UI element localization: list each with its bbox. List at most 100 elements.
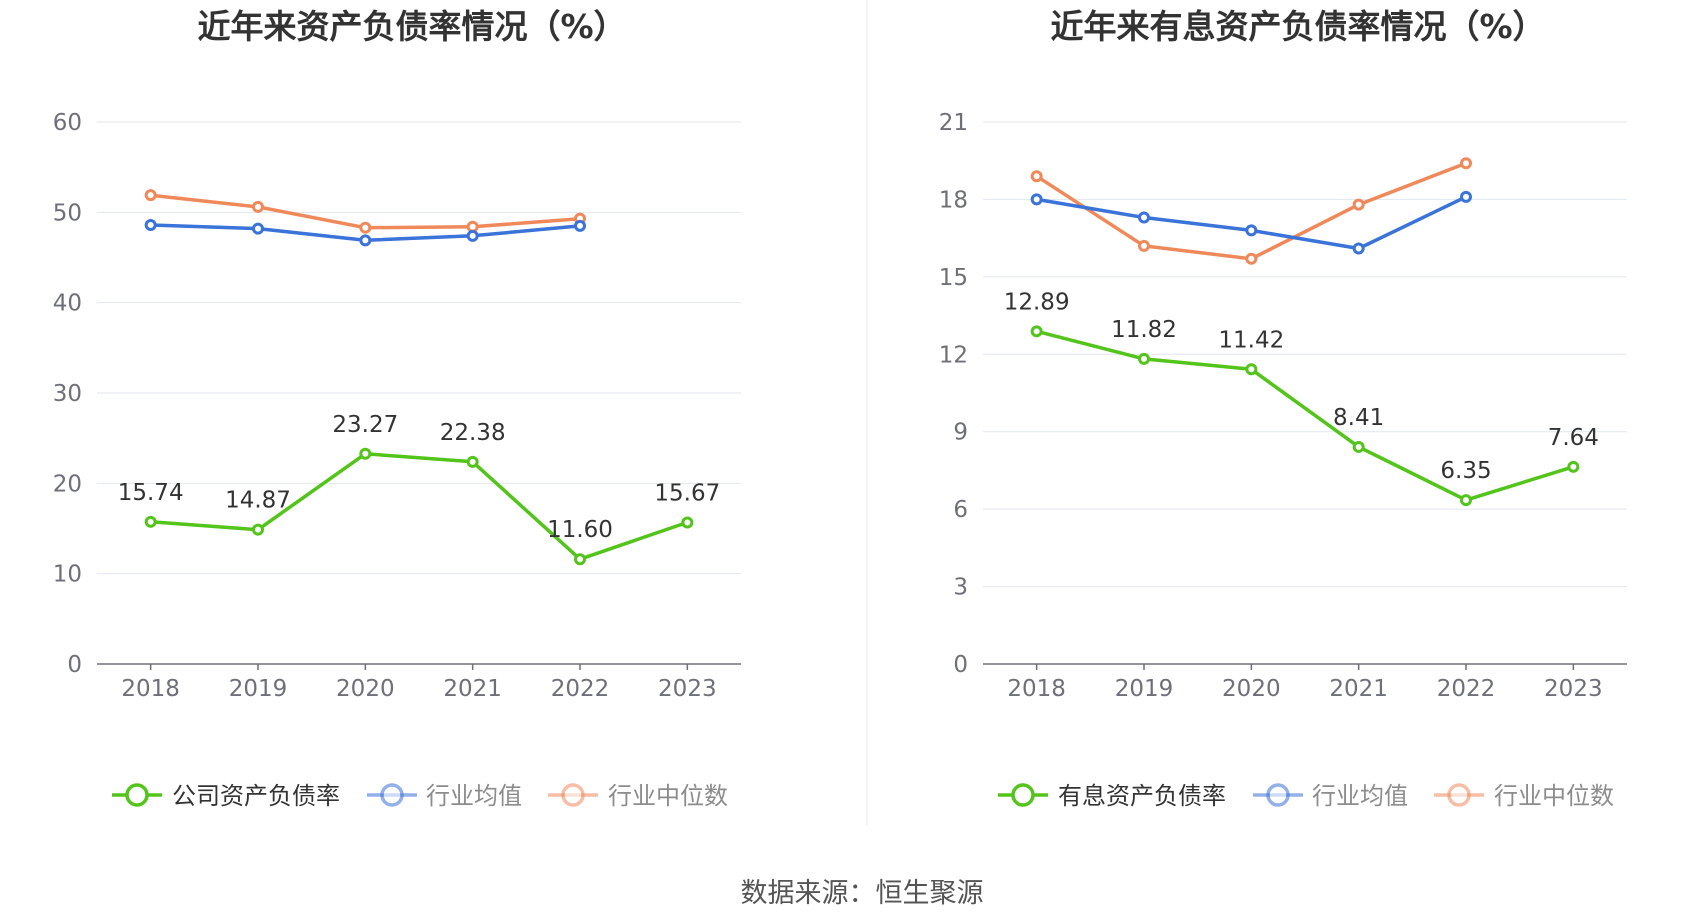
data-point xyxy=(1460,494,1472,507)
data-label: 15.67 xyxy=(654,480,720,506)
chart-title: 近年来资产负债率情况（%） xyxy=(197,7,626,46)
y-tick-label: 12 xyxy=(939,342,968,368)
x-tick-label: 2021 xyxy=(443,676,502,702)
legend-marker xyxy=(1447,783,1471,807)
x-tick-label: 2022 xyxy=(551,676,610,702)
series-3 xyxy=(1030,157,1472,265)
data-point xyxy=(1567,460,1580,473)
y-tick-label: 18 xyxy=(939,187,968,213)
x-tick-label: 2023 xyxy=(658,676,717,702)
series-line xyxy=(148,452,690,561)
data-point xyxy=(1030,193,1043,206)
data-point xyxy=(252,222,264,235)
data-point xyxy=(574,219,586,232)
data-point xyxy=(466,455,479,468)
y-tick-label: 15 xyxy=(939,265,968,291)
data-label: 23.27 xyxy=(332,412,398,438)
data-point xyxy=(574,553,586,566)
data-point xyxy=(1030,170,1043,183)
data-point xyxy=(359,447,372,460)
series-line xyxy=(1034,195,1468,251)
chart-title: 近年来有息资产负债率情况（%） xyxy=(1050,7,1545,46)
series-2 xyxy=(1030,190,1472,255)
data-label: 11.82 xyxy=(1111,317,1177,343)
data-label: 11.42 xyxy=(1218,327,1284,353)
data-point xyxy=(1138,352,1150,365)
data-source: 数据来源：恒生聚源 xyxy=(741,878,984,909)
legend-marker xyxy=(125,783,149,807)
chart-panel-2: 近年来有息资产负债率情况（%） 0 3 6 9 12 15 18 21 2018 2019 2020 2… xyxy=(939,7,1627,810)
y-tick-label: 0 xyxy=(953,652,968,678)
series-1: 12.89 11.82 11.42 8.41 6.35 7.64 xyxy=(1004,289,1599,507)
legend-item-2: 行业均值 xyxy=(367,782,522,810)
data-point xyxy=(1352,242,1365,255)
data-point xyxy=(681,516,694,529)
y-tick-label: 30 xyxy=(53,381,82,407)
y-tick-label: 50 xyxy=(53,200,82,226)
series-1: 15.74 14.87 23.27 22.38 11.60 15.67 xyxy=(118,412,720,566)
data-label: 8.41 xyxy=(1333,405,1384,431)
y-tick-label: 0 xyxy=(67,652,82,678)
x-tick-label: 2020 xyxy=(336,676,395,702)
data-point xyxy=(1245,363,1258,376)
y-tick-label: 10 xyxy=(53,562,82,588)
y-tick-label: 6 xyxy=(953,497,968,523)
data-point xyxy=(1352,440,1365,453)
data-point xyxy=(466,229,479,242)
y-tick-label: 9 xyxy=(953,420,968,446)
legend-item-2: 行业均值 xyxy=(1253,782,1408,810)
legend-item-1: 公司资产负债率 xyxy=(112,782,340,810)
data-point xyxy=(1138,211,1150,224)
data-label: 15.74 xyxy=(118,480,184,506)
data-point xyxy=(1460,157,1472,170)
x-tick-label: 2023 xyxy=(1544,676,1603,702)
x-tick-label: 2018 xyxy=(121,676,180,702)
data-label: 12.89 xyxy=(1004,289,1070,315)
legend-label: 行业均值 xyxy=(426,782,522,810)
legend-label: 行业中位数 xyxy=(1494,782,1614,810)
x-tick-label: 2022 xyxy=(1437,676,1496,702)
legend-label: 公司资产负债率 xyxy=(172,782,340,810)
y-tick-label: 40 xyxy=(53,291,82,317)
data-point xyxy=(1030,325,1043,338)
x-tick-label: 2019 xyxy=(1115,676,1174,702)
legend-item-3: 行业中位数 xyxy=(1434,782,1614,810)
x-tick-label: 2021 xyxy=(1329,676,1388,702)
data-point xyxy=(144,218,157,231)
data-point xyxy=(1460,190,1472,203)
x-tick-label: 2018 xyxy=(1007,676,1066,702)
data-point xyxy=(252,200,264,213)
data-label: 7.64 xyxy=(1548,425,1599,451)
data-point xyxy=(144,189,157,202)
data-label: 11.60 xyxy=(547,517,613,543)
chart-panel-1: 近年来资产负债率情况（%） 0 10 20 30 40 50 60 2018 2019 2020 20… xyxy=(53,7,741,810)
data-point xyxy=(1138,239,1150,252)
y-tick-label: 60 xyxy=(53,110,82,136)
data-point xyxy=(144,515,157,528)
data-point xyxy=(359,221,372,234)
legend-label: 行业中位数 xyxy=(608,782,728,810)
y-tick-label: 3 xyxy=(953,575,968,601)
legend-label: 行业均值 xyxy=(1312,782,1408,810)
data-label: 14.87 xyxy=(225,488,291,514)
data-label: 6.35 xyxy=(1440,458,1491,484)
legend-marker xyxy=(1011,783,1035,807)
x-tick-label: 2019 xyxy=(229,676,288,702)
series-line xyxy=(1034,329,1576,502)
series-2 xyxy=(144,218,586,247)
legend-marker xyxy=(561,783,585,807)
series-3 xyxy=(144,189,586,234)
x-tick-label: 2020 xyxy=(1222,676,1281,702)
legend-label: 有息资产负债率 xyxy=(1058,782,1226,810)
data-label: 22.38 xyxy=(440,420,506,446)
legend-item-1: 有息资产负债率 xyxy=(998,782,1226,810)
data-point xyxy=(252,523,264,536)
data-point xyxy=(359,234,372,247)
legend-item-3: 行业中位数 xyxy=(548,782,728,810)
legend-marker xyxy=(380,783,404,807)
data-point xyxy=(1245,252,1258,265)
data-point xyxy=(1245,224,1258,237)
data-point xyxy=(1352,198,1365,211)
y-tick-label: 21 xyxy=(939,110,968,136)
